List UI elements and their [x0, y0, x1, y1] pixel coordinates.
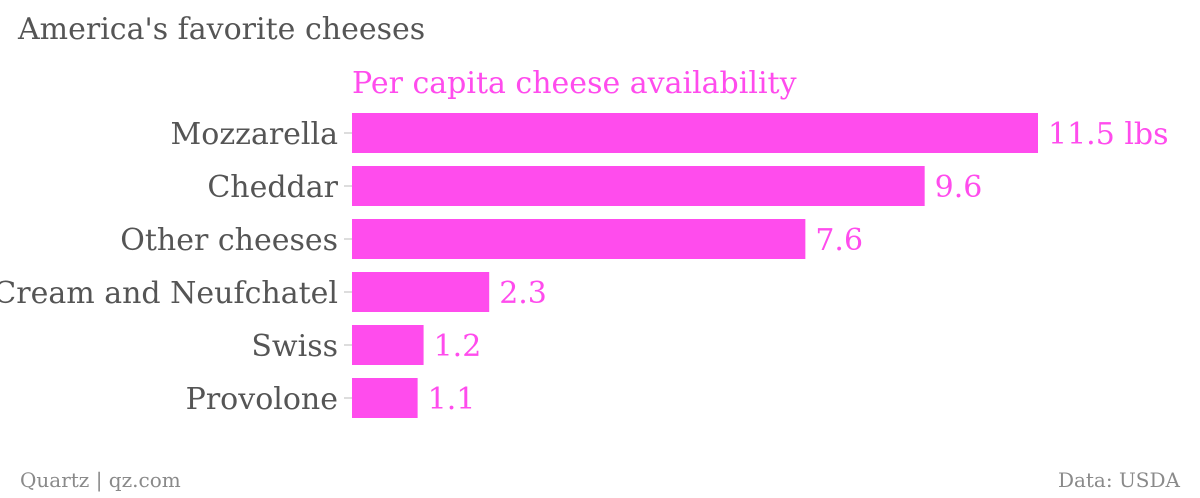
credit-text: Quartz | qz.com	[20, 468, 181, 492]
bar	[352, 378, 418, 418]
value-label: 7.6	[815, 223, 863, 258]
value-label: 9.6	[935, 170, 983, 205]
value-label: 1.1	[428, 382, 476, 417]
bar	[352, 272, 490, 312]
bar	[352, 166, 925, 206]
category-label: Swiss	[251, 329, 338, 364]
bar	[352, 219, 806, 259]
category-label: Other cheeses	[120, 223, 338, 258]
category-label: Provolone	[186, 382, 338, 417]
bars-group: Mozzarella 11.5 lbs Cheddar 9.6 Other cheese…	[0, 113, 1169, 418]
value-label: 2.3	[499, 276, 547, 311]
series-label: Per capita cheese availability	[352, 66, 797, 101]
category-label: Mozzarella	[171, 117, 339, 152]
value-label: 11.5 lbs	[1048, 117, 1169, 152]
bar	[352, 113, 1038, 153]
bar	[352, 325, 424, 365]
chart-title: America's favorite cheeses	[18, 12, 426, 47]
source-text: Data: USDA	[1057, 468, 1180, 492]
value-label: 1.2	[434, 329, 482, 364]
category-label: Cream and Neufchatel	[0, 276, 338, 311]
category-label: Cheddar	[207, 170, 338, 205]
